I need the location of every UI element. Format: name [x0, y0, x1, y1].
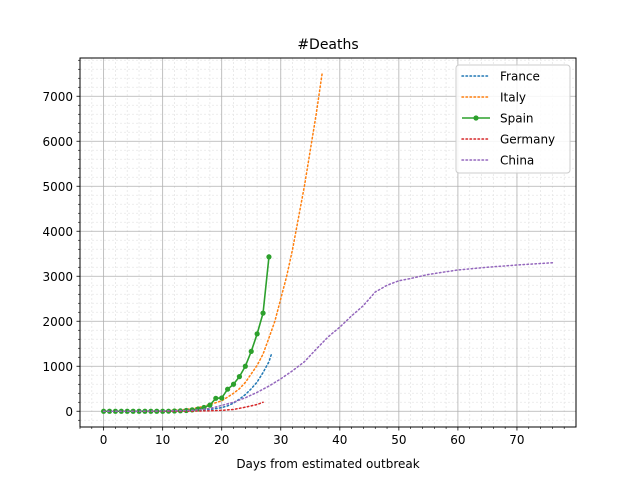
series-layer [101, 73, 554, 414]
data-point-spain [207, 402, 213, 408]
x-tick-label: 50 [391, 433, 406, 447]
data-point-spain [248, 348, 254, 354]
series-line-china [102, 262, 554, 412]
chart-title: #Deaths [297, 37, 358, 53]
legend-label-france: France [500, 70, 540, 84]
legend: France Italy Spain Germany China [455, 64, 571, 174]
data-point-spain [219, 395, 225, 401]
legend-label-italy: Italy [500, 91, 526, 105]
data-point-spain [254, 331, 260, 337]
x-tick-label: 0 [100, 433, 108, 447]
y-tick-label: 1000 [42, 360, 73, 374]
y-tick-label: 7000 [42, 90, 73, 104]
legend-label-germany: Germany [500, 133, 555, 147]
series-line-germany [102, 401, 264, 412]
legend-label-spain: Spain [500, 112, 534, 126]
y-tick-label: 4000 [42, 225, 73, 239]
y-tick-label: 5000 [42, 180, 73, 194]
y-tick-label: 6000 [42, 135, 73, 149]
data-point-spain [242, 363, 248, 369]
legend-marker-spain [473, 115, 479, 121]
data-point-spain [230, 381, 237, 387]
data-point-spain [160, 408, 166, 414]
data-point-spain [260, 310, 266, 316]
axis-ticks: 0 10 20 30 40 50 60 70 0 1000 2000 3000 4000 5000 6000… [42, 59, 565, 447]
x-tick-label: 10 [155, 433, 170, 447]
legend-label-china: China [500, 154, 534, 168]
y-tick-label: 0 [65, 405, 73, 419]
data-point-spain [236, 374, 243, 380]
series-line-italy [102, 73, 323, 412]
legend-box [455, 64, 571, 174]
data-point-spain [213, 395, 219, 401]
x-axis-label: Days from estimated outbreak [236, 457, 419, 471]
x-tick-label: 60 [450, 433, 465, 447]
x-tick-label: 20 [214, 433, 229, 447]
x-tick-label: 70 [509, 433, 524, 447]
data-point-spain [266, 254, 272, 260]
x-tick-label: 30 [273, 433, 288, 447]
y-tick-label: 2000 [42, 315, 73, 329]
major-grid [80, 58, 576, 427]
data-point-spain [225, 386, 231, 392]
data-point-spain [171, 408, 178, 414]
y-tick-label: 3000 [42, 270, 73, 284]
data-point-spain [148, 408, 154, 414]
x-tick-label: 40 [332, 433, 347, 447]
